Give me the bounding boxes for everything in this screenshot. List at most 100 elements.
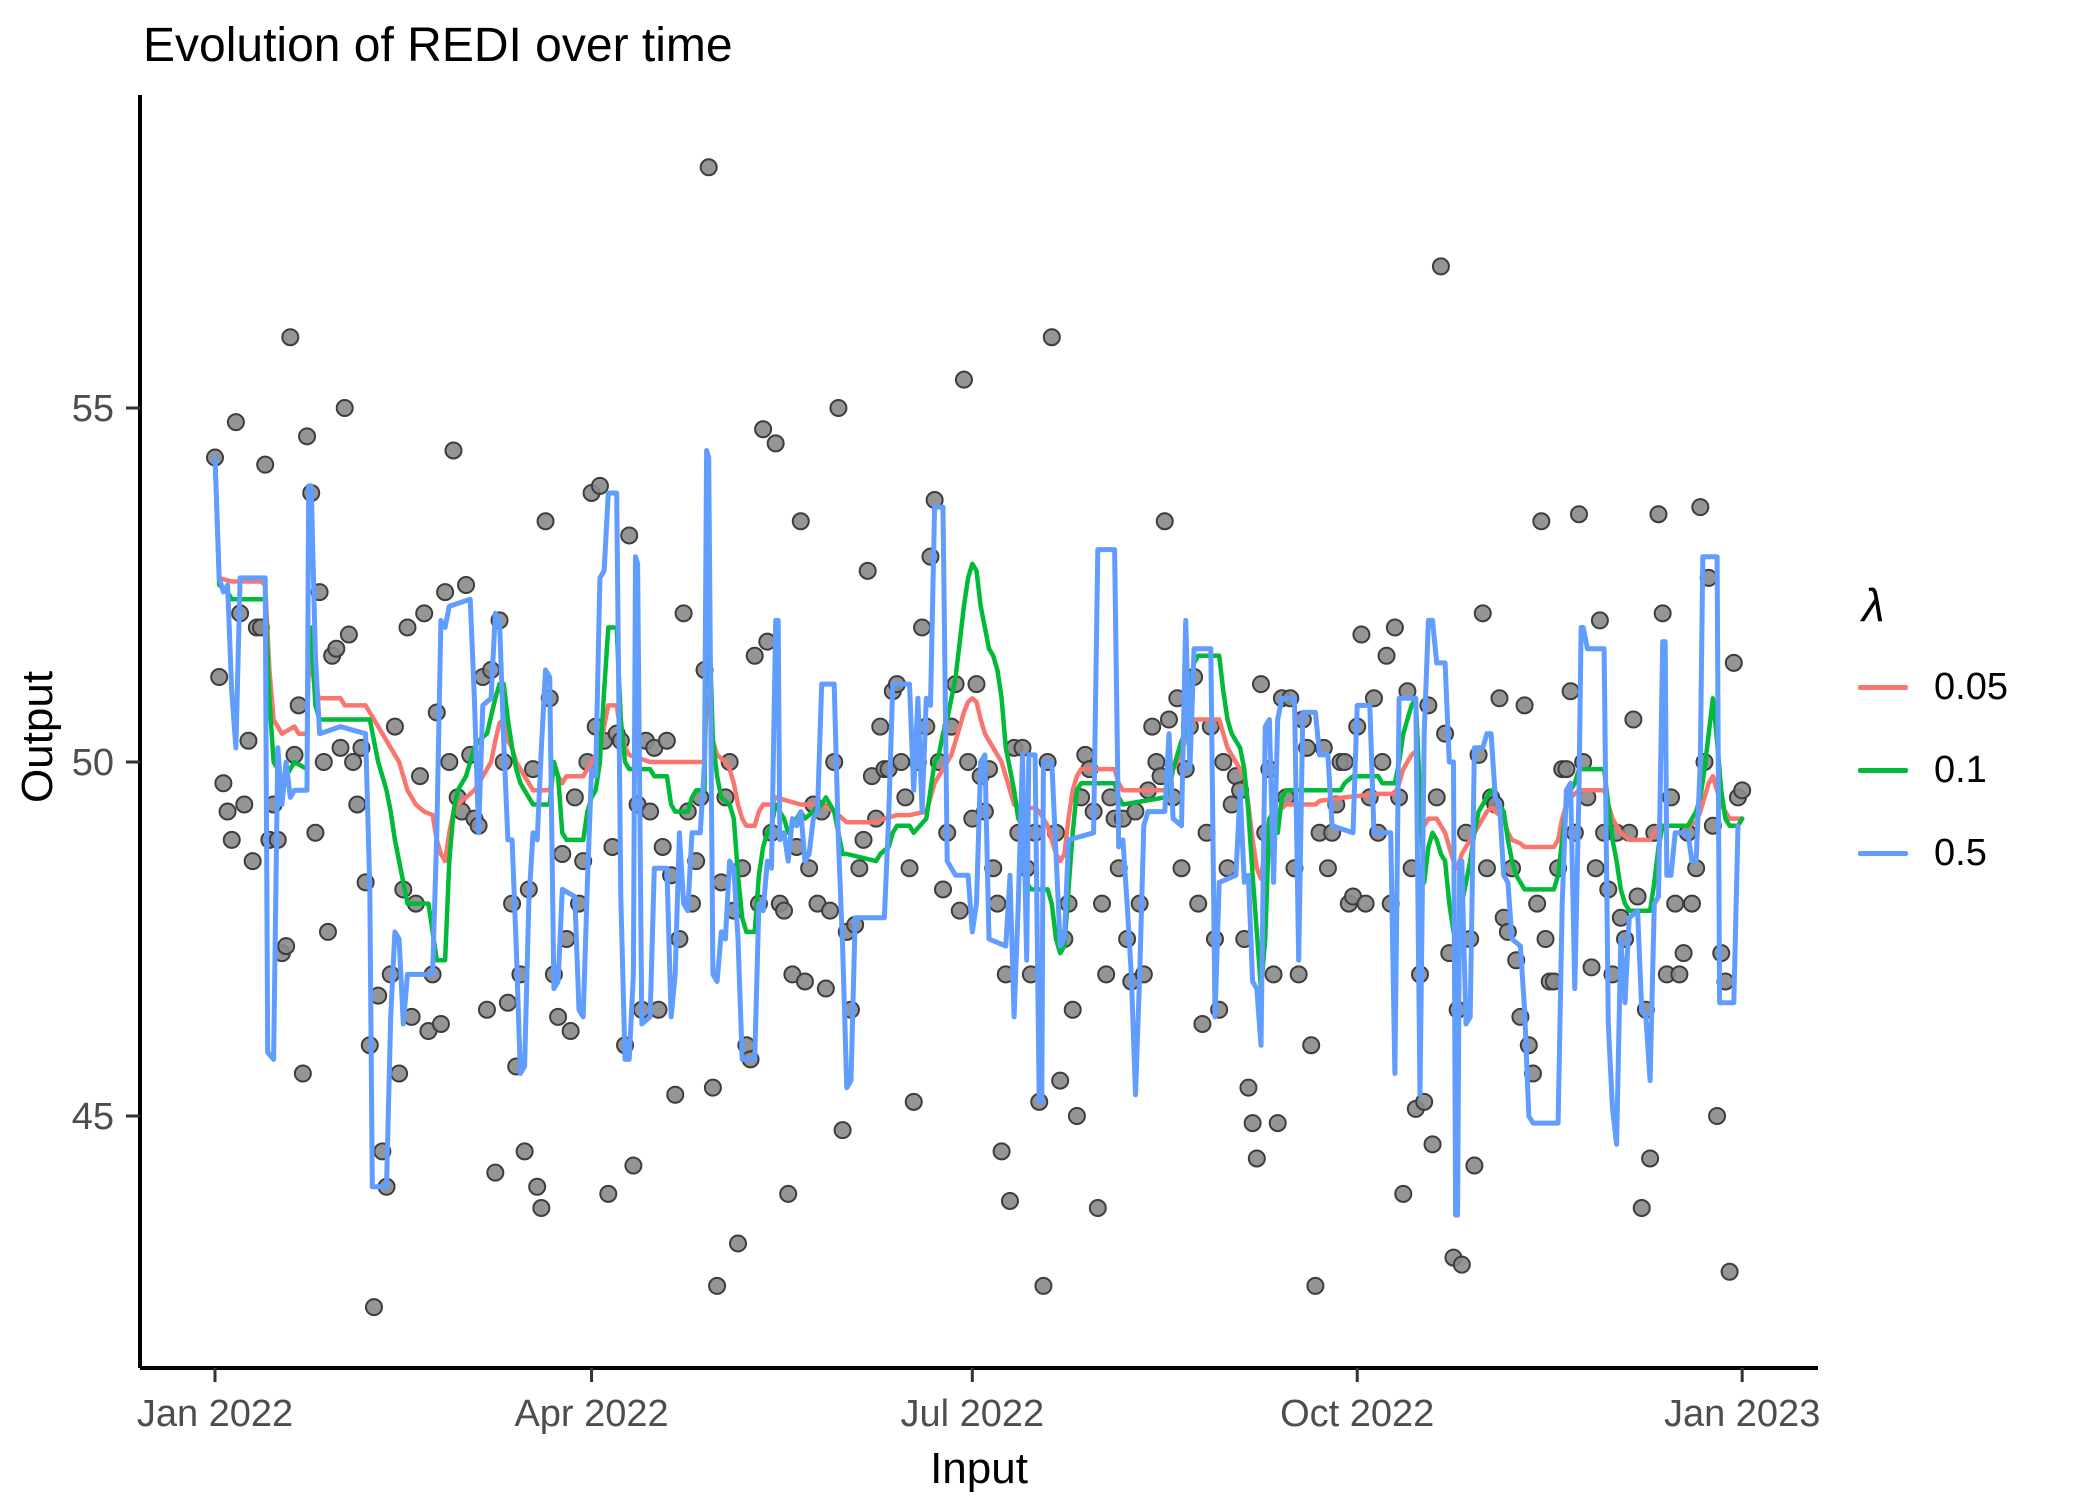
scatter-point (657, 731, 676, 750)
scatter-point (327, 639, 346, 658)
scatter-point (1093, 894, 1112, 913)
scatter-point (1243, 1114, 1262, 1133)
scatter-point (1653, 604, 1672, 623)
y-axis-title: Output (13, 670, 62, 804)
scatter-point (1666, 894, 1685, 913)
x-axis-title: Input (930, 1444, 1028, 1493)
scatter-point (703, 1078, 722, 1097)
y-tick-label: 45 (72, 1096, 114, 1138)
scatter-point (1172, 859, 1191, 878)
scatter-point (1532, 512, 1551, 531)
scatter-point (1000, 1191, 1019, 1210)
scatter-point (1063, 1000, 1082, 1019)
scatter-point (1641, 1149, 1660, 1168)
scatter-point (795, 972, 814, 991)
scatter-point (934, 880, 953, 899)
scatter-point (486, 1163, 505, 1182)
scatter-point (833, 1121, 852, 1140)
scatter-point (1477, 859, 1496, 878)
scatter-point (1569, 505, 1588, 524)
legend-key-line (1858, 768, 1908, 773)
scatter-point (528, 1177, 547, 1196)
legend-key-line (1858, 851, 1908, 856)
scatter-point (536, 512, 555, 531)
scatter-point (754, 420, 773, 439)
scatter-point (277, 937, 296, 956)
legend-entry-lambda-0.5: 0.5 (1858, 832, 2008, 875)
scatter-point (1557, 760, 1576, 779)
legend-entry-lambda-0.1: 0.1 (1858, 749, 2008, 792)
scatter-point (1335, 753, 1354, 771)
scatter-point (829, 399, 848, 417)
scatter-point (1051, 1071, 1070, 1090)
scatter-point (1590, 611, 1609, 630)
scatter-point (436, 583, 455, 602)
scatter-point (565, 788, 584, 807)
x-tick-label: Jan 2022 (137, 1393, 293, 1435)
scatter-point (1302, 1036, 1321, 1055)
scatter-point (1674, 944, 1693, 963)
scatter-point (477, 1000, 496, 1019)
scatter-point (218, 802, 237, 821)
scatter-point (729, 1234, 747, 1253)
scatter-point (1561, 682, 1580, 701)
scatter-point (1682, 894, 1701, 913)
scatter-point (699, 158, 718, 177)
scatter-point (1214, 753, 1233, 771)
chart-title: Evolution of REDI over time (143, 19, 733, 72)
scatter-point (1067, 1107, 1086, 1125)
scatter-point (913, 618, 932, 637)
scatter-point (1159, 710, 1178, 729)
scatter-point (959, 753, 978, 771)
scatter-point (1364, 689, 1383, 708)
scatter-point (415, 604, 434, 623)
legend-label: 0.1 (1934, 749, 1987, 791)
scatter-point (256, 455, 275, 474)
scatter-point (314, 753, 333, 771)
scatter-point (1536, 930, 1555, 948)
scatter-point (339, 625, 358, 644)
scatter-point (1624, 710, 1643, 729)
scatter-point (1268, 1114, 1287, 1133)
scatter-point (816, 979, 835, 998)
scatter-point (1519, 1036, 1538, 1055)
scatter-point (1586, 859, 1605, 878)
scatter-point (298, 427, 317, 446)
scatter-point (1247, 1149, 1266, 1168)
scatter-point (1427, 788, 1446, 807)
scatter-point (871, 717, 890, 736)
scatter-point (243, 852, 262, 871)
scatter-point (620, 526, 639, 545)
scatter-point (411, 767, 430, 786)
scatter-point (1097, 965, 1116, 984)
scatter-point (1473, 604, 1492, 623)
scatter-point (1415, 1092, 1434, 1111)
scatter-point (854, 830, 873, 849)
scatter-point (624, 1156, 643, 1175)
scatter-point (444, 441, 463, 460)
x-tick-label: Oct 2022 (1280, 1393, 1434, 1435)
scatter-point (950, 901, 969, 920)
scatter-point (515, 1142, 534, 1161)
scatter-point (385, 717, 404, 736)
scatter-point (1720, 1262, 1739, 1281)
scatter-point (1352, 625, 1371, 644)
x-tick-label: Apr 2022 (514, 1393, 668, 1435)
scatter-point (1289, 965, 1308, 984)
scatter-point (666, 1085, 685, 1104)
scatter-point (1708, 1107, 1727, 1125)
scatter-point (708, 1276, 727, 1295)
scatter-point (1264, 965, 1283, 984)
scatter-point (210, 668, 229, 687)
legend-entries: 0.05 0.1 0.5 (1858, 666, 2008, 875)
scatter-point (900, 859, 919, 878)
x-tick-label: Jan 2023 (1664, 1393, 1820, 1435)
scatter-point (1385, 618, 1404, 637)
scatter-point (1649, 505, 1668, 524)
scatter-point (1582, 958, 1601, 977)
scatter-point (1733, 781, 1752, 800)
scatter-point (293, 1064, 312, 1083)
scatter-point (457, 576, 476, 594)
scatter-point (239, 731, 258, 750)
